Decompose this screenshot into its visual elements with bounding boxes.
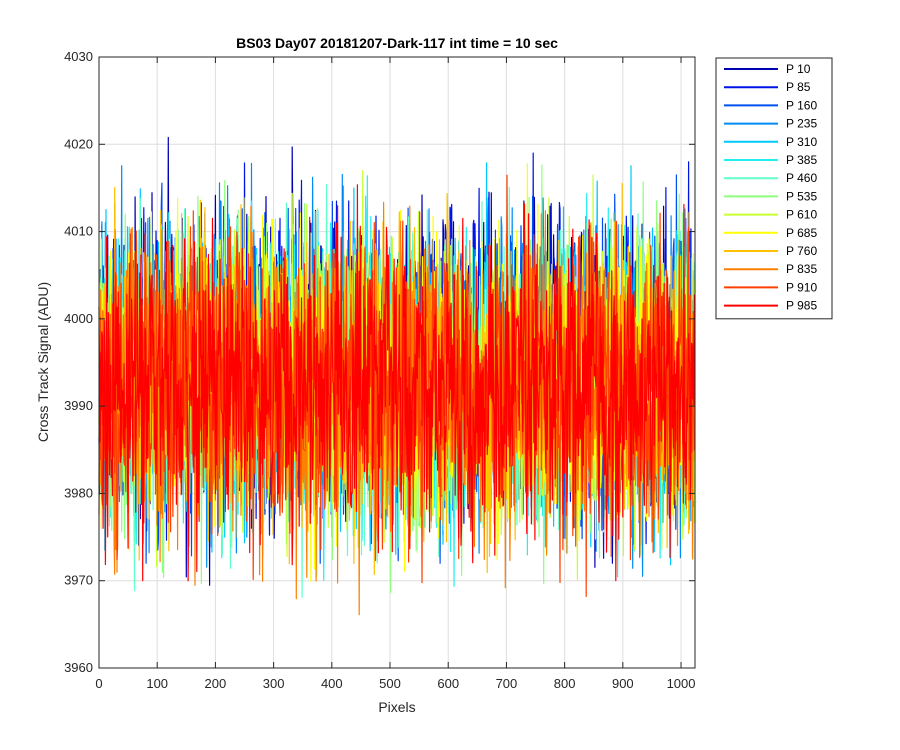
plot-frame	[98, 56, 696, 669]
legend-entry-label: P 910	[786, 280, 817, 294]
legend-entry-label: P 10	[786, 62, 811, 76]
y-axis-label: Cross Track Signal (ADU)	[35, 282, 51, 442]
legend-entry-label: P 610	[786, 208, 817, 222]
y-tick-label: 4020	[64, 136, 93, 151]
x-tick-label: 100	[146, 676, 168, 691]
axis-ticks: 0 100 200 300 400 500 600 700 800 900 1000 3960 3970…	[64, 49, 695, 691]
legend-entry-label: P 685	[786, 226, 817, 240]
y-tick-label: 3990	[64, 398, 93, 413]
x-tick-label: 1000	[667, 676, 696, 691]
x-tick-label: 800	[554, 676, 576, 691]
y-tick-label: 4000	[64, 311, 93, 326]
x-tick-label: 700	[496, 676, 518, 691]
x-tick-label: 200	[205, 676, 227, 691]
legend-entry-label: P 310	[786, 135, 817, 149]
y-tick-label: 3970	[64, 573, 93, 588]
x-tick-label: 400	[321, 676, 343, 691]
y-tick-label: 4010	[64, 224, 93, 239]
x-tick-label: 300	[263, 676, 285, 691]
legend-entry-label: P 235	[786, 117, 817, 131]
y-tick-label: 4030	[64, 49, 93, 64]
series-line-13	[98, 184, 696, 582]
legend-entry-label: P 85	[786, 80, 811, 94]
legend: P 10 P 85 P 160 P 235 P 310 P 385 P 460 P 535 P …	[715, 57, 833, 320]
x-tick-label: 900	[612, 676, 634, 691]
series-lines	[98, 136, 696, 616]
legend-entry-label: P 535	[786, 189, 817, 203]
chart-title: BS03 Day07 20181207-Dark-117 int time = …	[236, 35, 558, 51]
legend-entry-label: P 835	[786, 262, 817, 276]
legend-entry-label: P 460	[786, 171, 817, 185]
legend-entry-label: P 760	[786, 244, 817, 258]
x-tick-label: 600	[437, 676, 459, 691]
x-tick-label: 0	[95, 676, 102, 691]
x-axis-label: Pixels	[378, 699, 415, 715]
legend-entry-label: P 385	[786, 153, 817, 167]
legend-box	[715, 57, 833, 320]
x-tick-label: 500	[379, 676, 401, 691]
legend-entry-label: P 160	[786, 98, 817, 112]
y-tick-label: 3960	[64, 660, 93, 675]
y-tick-label: 3980	[64, 485, 93, 500]
legend-entry-label: P 985	[786, 299, 817, 313]
